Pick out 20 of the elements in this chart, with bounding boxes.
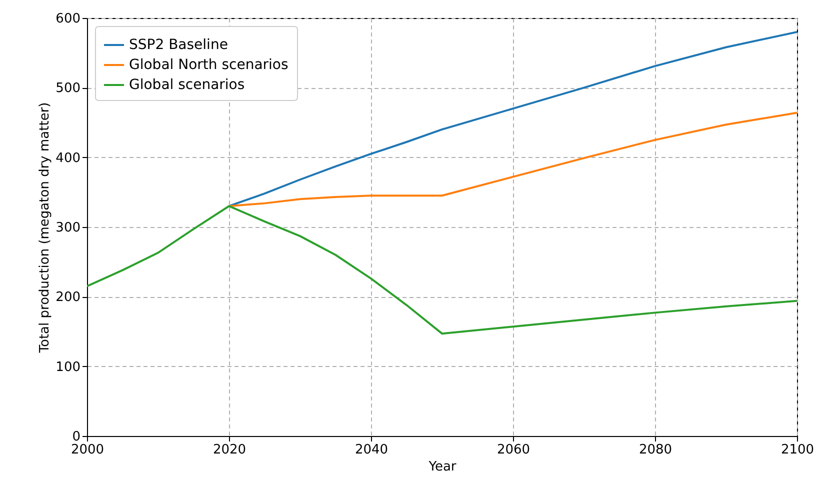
y-tick-label: 500	[56, 81, 80, 96]
legend-label: Global North scenarios	[129, 57, 288, 73]
y-tick-label: 600	[56, 12, 80, 26]
legend-label: SSP2 Baseline	[129, 37, 228, 53]
y-axis-title: Total production (megaton dry matter)	[38, 102, 53, 354]
x-axis-title: Year	[428, 460, 457, 474]
x-tick-label: 2020	[212, 442, 246, 458]
y-tick-label: 200	[56, 290, 80, 306]
y-tick-label: 300	[56, 220, 80, 236]
x-tick-label: 2060	[496, 442, 530, 458]
x-tick-label: 2100	[780, 442, 814, 458]
x-tick-label: 2080	[638, 442, 672, 458]
y-tick-label: 400	[56, 150, 80, 166]
y-tick-label: 0	[72, 430, 80, 444]
legend-label: Global scenarios	[129, 77, 245, 93]
x-tick-label: 2000	[70, 442, 104, 458]
line-series	[87, 205, 797, 335]
y-tick-label: 100	[56, 360, 80, 375]
x-tick-label: 2040	[354, 442, 388, 458]
line-series	[228, 112, 797, 208]
